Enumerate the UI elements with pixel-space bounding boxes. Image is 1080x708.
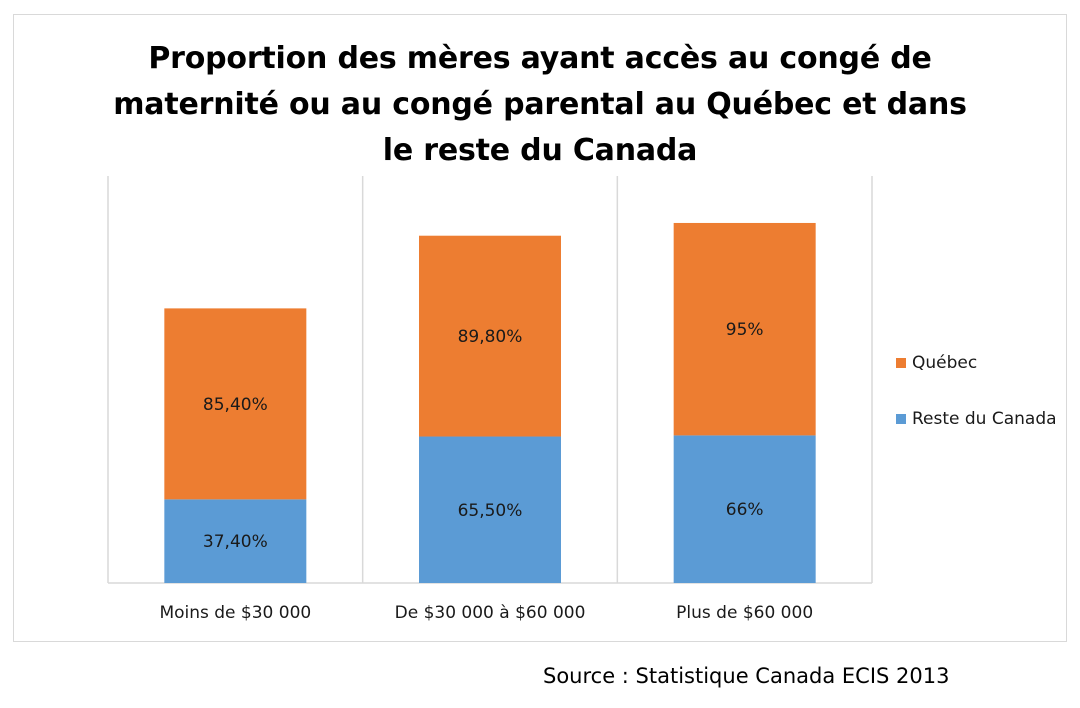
data-label-reste-du-canada: 65,50% — [458, 501, 523, 521]
data-label-reste-du-canada: 37,40% — [203, 532, 268, 552]
legend: Québec Reste du Canada — [896, 352, 1076, 464]
label-layer: 37,40% 85,40% 65,50% 89,80% 66% 95% — [203, 320, 764, 552]
legend-label-quebec: Québec — [912, 353, 978, 373]
legend-swatch-quebec — [896, 358, 906, 368]
bar-quebec — [419, 235, 561, 437]
legend-label-reste-du-canada: Reste du Canada — [912, 409, 1057, 429]
data-label-quebec: 85,40% — [203, 395, 268, 415]
bar-reste-du-canada — [164, 499, 307, 583]
data-label-quebec: 95% — [726, 320, 764, 340]
x-tick-label: De $30 000 à $60 000 — [395, 603, 586, 623]
data-label-quebec: 89,80% — [458, 327, 523, 347]
x-tick-label: Moins de $30 000 — [159, 603, 311, 623]
legend-item-quebec: Québec — [896, 352, 1076, 374]
data-label-reste-du-canada: 66% — [726, 500, 764, 520]
bar-reste-du-canada — [419, 436, 561, 583]
bar-reste-du-canada — [673, 435, 816, 583]
legend-swatch-reste-du-canada — [896, 414, 906, 424]
chart-title: Proportion des mères ayant accès au cong… — [113, 41, 967, 168]
x-tick-label: Plus de $60 000 — [676, 603, 813, 623]
legend-item-reste-du-canada: Reste du Canada — [896, 408, 1076, 430]
source-note: Source : Statistique Canada ECIS 2013 — [543, 664, 950, 688]
tick-layer: Moins de $30 000 De $30 000 à $60 000 Plus… — [159, 603, 813, 623]
bar-quebec — [673, 222, 816, 436]
bar-quebec — [164, 308, 307, 500]
bar-layer — [164, 222, 816, 583]
